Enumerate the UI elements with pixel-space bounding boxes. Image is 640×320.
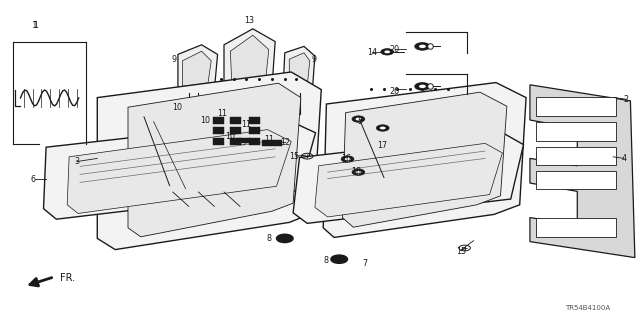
Text: 5: 5 bbox=[358, 117, 363, 126]
Circle shape bbox=[356, 171, 362, 173]
Circle shape bbox=[352, 169, 365, 175]
Bar bbox=[536, 218, 616, 237]
Text: 12: 12 bbox=[280, 138, 290, 147]
Polygon shape bbox=[323, 83, 526, 237]
Text: 11: 11 bbox=[241, 120, 252, 129]
Text: FR.: FR. bbox=[60, 273, 75, 284]
Bar bbox=[536, 147, 616, 165]
Polygon shape bbox=[289, 53, 310, 88]
Text: 18: 18 bbox=[351, 167, 362, 176]
Circle shape bbox=[419, 85, 426, 88]
Bar bbox=[213, 127, 224, 134]
Text: 16: 16 bbox=[341, 154, 351, 163]
Bar bbox=[230, 127, 241, 134]
Circle shape bbox=[415, 43, 430, 50]
Bar bbox=[536, 171, 616, 189]
Polygon shape bbox=[67, 130, 291, 213]
Text: 9: 9 bbox=[172, 55, 177, 64]
Text: 8: 8 bbox=[266, 234, 271, 243]
Circle shape bbox=[331, 255, 348, 263]
Text: 10: 10 bbox=[172, 103, 182, 112]
Polygon shape bbox=[128, 83, 301, 237]
Polygon shape bbox=[283, 46, 315, 93]
Bar bbox=[249, 127, 260, 134]
Bar bbox=[536, 97, 616, 116]
Circle shape bbox=[419, 45, 426, 48]
Bar bbox=[238, 138, 250, 143]
Text: 2: 2 bbox=[623, 95, 628, 104]
Text: TR54B4100A: TR54B4100A bbox=[565, 305, 610, 311]
Text: 14: 14 bbox=[367, 48, 378, 57]
Bar bbox=[262, 140, 282, 146]
Text: 20: 20 bbox=[390, 45, 400, 54]
Polygon shape bbox=[342, 92, 507, 227]
Bar bbox=[249, 117, 260, 124]
Polygon shape bbox=[530, 85, 635, 258]
Text: 17: 17 bbox=[377, 141, 387, 150]
Circle shape bbox=[384, 51, 390, 53]
Text: 7: 7 bbox=[362, 260, 367, 268]
Circle shape bbox=[276, 234, 293, 243]
Text: 10: 10 bbox=[225, 132, 236, 140]
Circle shape bbox=[415, 83, 430, 90]
Text: 20: 20 bbox=[390, 87, 400, 96]
Polygon shape bbox=[293, 134, 524, 223]
Bar bbox=[249, 138, 260, 145]
Text: 11: 11 bbox=[264, 135, 274, 144]
Bar bbox=[230, 117, 241, 124]
Bar bbox=[213, 138, 224, 145]
Polygon shape bbox=[178, 45, 218, 93]
Polygon shape bbox=[230, 35, 269, 82]
Circle shape bbox=[376, 125, 389, 131]
Text: 9: 9 bbox=[311, 55, 316, 64]
Text: 11: 11 bbox=[217, 109, 227, 118]
Text: 13: 13 bbox=[244, 16, 255, 25]
Text: 15: 15 bbox=[456, 247, 466, 256]
Text: 19: 19 bbox=[237, 138, 247, 147]
Text: 6: 6 bbox=[31, 175, 36, 184]
Bar bbox=[230, 138, 241, 145]
Text: 10: 10 bbox=[200, 116, 210, 124]
Circle shape bbox=[345, 158, 351, 161]
Text: 1: 1 bbox=[33, 21, 38, 30]
Circle shape bbox=[380, 127, 385, 130]
Circle shape bbox=[352, 116, 365, 122]
Text: 1: 1 bbox=[33, 21, 38, 30]
Bar bbox=[213, 117, 224, 124]
Text: 4: 4 bbox=[621, 154, 627, 163]
Text: 3: 3 bbox=[74, 157, 79, 166]
Text: 15: 15 bbox=[289, 152, 300, 161]
Circle shape bbox=[356, 118, 362, 121]
Polygon shape bbox=[224, 29, 275, 90]
Circle shape bbox=[381, 49, 394, 55]
Polygon shape bbox=[44, 120, 316, 219]
Bar bbox=[536, 122, 616, 141]
Polygon shape bbox=[97, 72, 321, 250]
Polygon shape bbox=[182, 51, 211, 86]
Polygon shape bbox=[315, 143, 502, 217]
Text: 8: 8 bbox=[324, 256, 329, 265]
Circle shape bbox=[341, 156, 354, 162]
